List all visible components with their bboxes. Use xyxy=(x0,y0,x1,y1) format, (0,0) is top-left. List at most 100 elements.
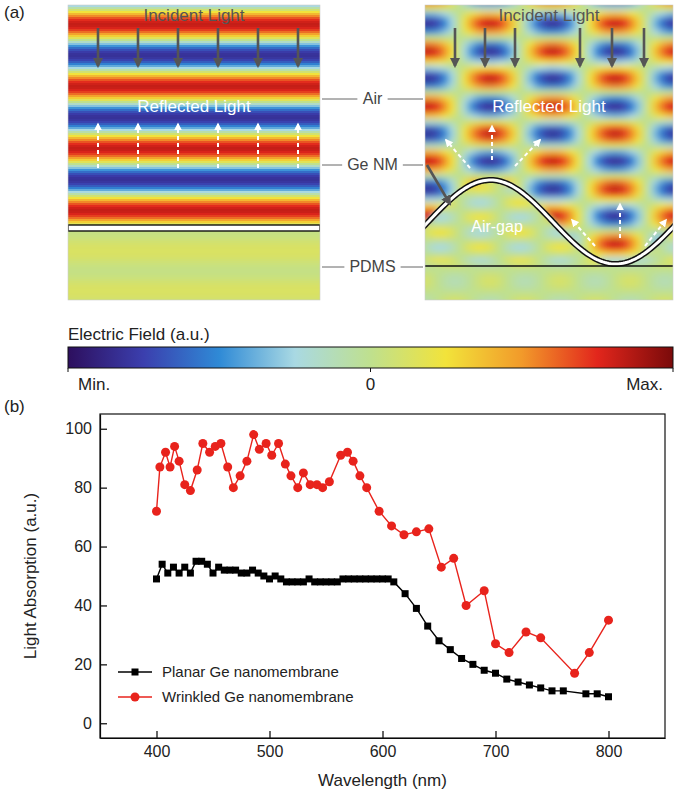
field-cell xyxy=(575,209,582,216)
field-cell xyxy=(557,191,564,198)
field-cell xyxy=(635,239,642,246)
field-cell xyxy=(623,233,630,240)
field-cell xyxy=(485,197,492,204)
field-cell xyxy=(605,53,612,60)
field-cell xyxy=(581,131,588,138)
field-cell xyxy=(629,65,636,72)
field-cell xyxy=(491,161,498,168)
field-cell xyxy=(497,209,504,216)
field-cell xyxy=(527,119,534,126)
field-stripe xyxy=(68,179,320,181)
field-cell xyxy=(449,215,456,222)
field-cell xyxy=(587,65,594,72)
field-cell xyxy=(431,89,438,96)
field-cell xyxy=(497,77,504,84)
field-cell xyxy=(641,203,648,210)
field-cell xyxy=(437,125,444,132)
field-cell xyxy=(521,59,528,66)
field-cell xyxy=(581,215,588,222)
field-cell xyxy=(545,125,552,132)
field-stripe xyxy=(68,289,320,291)
field-cell xyxy=(467,77,474,84)
field-cell xyxy=(539,191,546,198)
field-cell xyxy=(641,77,648,84)
field-cell xyxy=(593,161,600,168)
field-cell xyxy=(647,167,654,174)
field-cell xyxy=(659,29,666,36)
field-cell xyxy=(563,203,570,210)
field-cell xyxy=(503,59,510,66)
field-cell xyxy=(605,239,612,246)
field-cell xyxy=(443,11,450,18)
field-cell xyxy=(491,239,498,246)
field-cell xyxy=(557,209,564,216)
field-cell xyxy=(503,143,510,150)
field-cell xyxy=(539,149,546,156)
field-cell xyxy=(569,119,576,126)
field-cell xyxy=(503,41,510,48)
field-stripe xyxy=(68,189,320,191)
field-cell xyxy=(443,77,450,84)
field-cell xyxy=(551,203,558,210)
field-cell xyxy=(491,89,498,96)
field-cell xyxy=(575,143,582,150)
field-cell xyxy=(611,95,618,102)
field-cell xyxy=(605,35,612,42)
field-cell xyxy=(581,77,588,84)
field-cell xyxy=(641,143,648,150)
field-cell xyxy=(473,59,480,66)
field-cell xyxy=(443,47,450,54)
field-cell xyxy=(479,71,486,78)
field-cell xyxy=(665,59,672,66)
field-cell xyxy=(647,89,654,96)
field-cell xyxy=(581,203,588,210)
field-cell xyxy=(515,197,522,204)
field-cell xyxy=(587,131,594,138)
field-cell xyxy=(455,89,462,96)
field-cell xyxy=(665,41,672,48)
field-cell xyxy=(533,185,540,192)
field-cell xyxy=(659,17,666,24)
field-cell xyxy=(431,149,438,156)
field-cell xyxy=(497,131,504,138)
field-cell xyxy=(641,173,648,180)
field-cell xyxy=(437,149,444,156)
field-cell xyxy=(599,119,606,126)
field-cell xyxy=(563,155,570,162)
field-cell xyxy=(449,209,456,216)
field-cell xyxy=(473,239,480,246)
field-cell xyxy=(485,119,492,126)
field-cell xyxy=(527,53,534,60)
field-cell xyxy=(479,167,486,174)
field-cell xyxy=(491,119,498,126)
field-cell xyxy=(653,131,660,138)
field-cell xyxy=(473,203,480,210)
field-stripe xyxy=(68,251,320,253)
field-cell xyxy=(497,191,504,198)
field-cell xyxy=(587,185,594,192)
field-cell xyxy=(665,53,672,60)
field-cell xyxy=(449,161,456,168)
field-cell xyxy=(599,185,606,192)
field-cell xyxy=(443,173,450,180)
field-stripe xyxy=(68,255,320,257)
field-cell xyxy=(539,167,546,174)
field-cell xyxy=(665,71,672,78)
field-cell xyxy=(479,83,486,90)
field-cell xyxy=(473,41,480,48)
field-cell xyxy=(497,53,504,60)
field-cell xyxy=(485,95,492,102)
field-cell xyxy=(611,113,618,120)
field-cell xyxy=(527,185,534,192)
field-cell xyxy=(611,227,618,234)
field-cell xyxy=(593,71,600,78)
field-cell xyxy=(443,215,450,222)
field-cell xyxy=(455,137,462,144)
field-cell xyxy=(575,137,582,144)
field-cell xyxy=(575,131,582,138)
field-cell xyxy=(551,161,558,168)
field-cell xyxy=(593,209,600,216)
field-cell xyxy=(635,155,642,162)
field-cell xyxy=(647,83,654,90)
field-cell xyxy=(461,101,468,108)
